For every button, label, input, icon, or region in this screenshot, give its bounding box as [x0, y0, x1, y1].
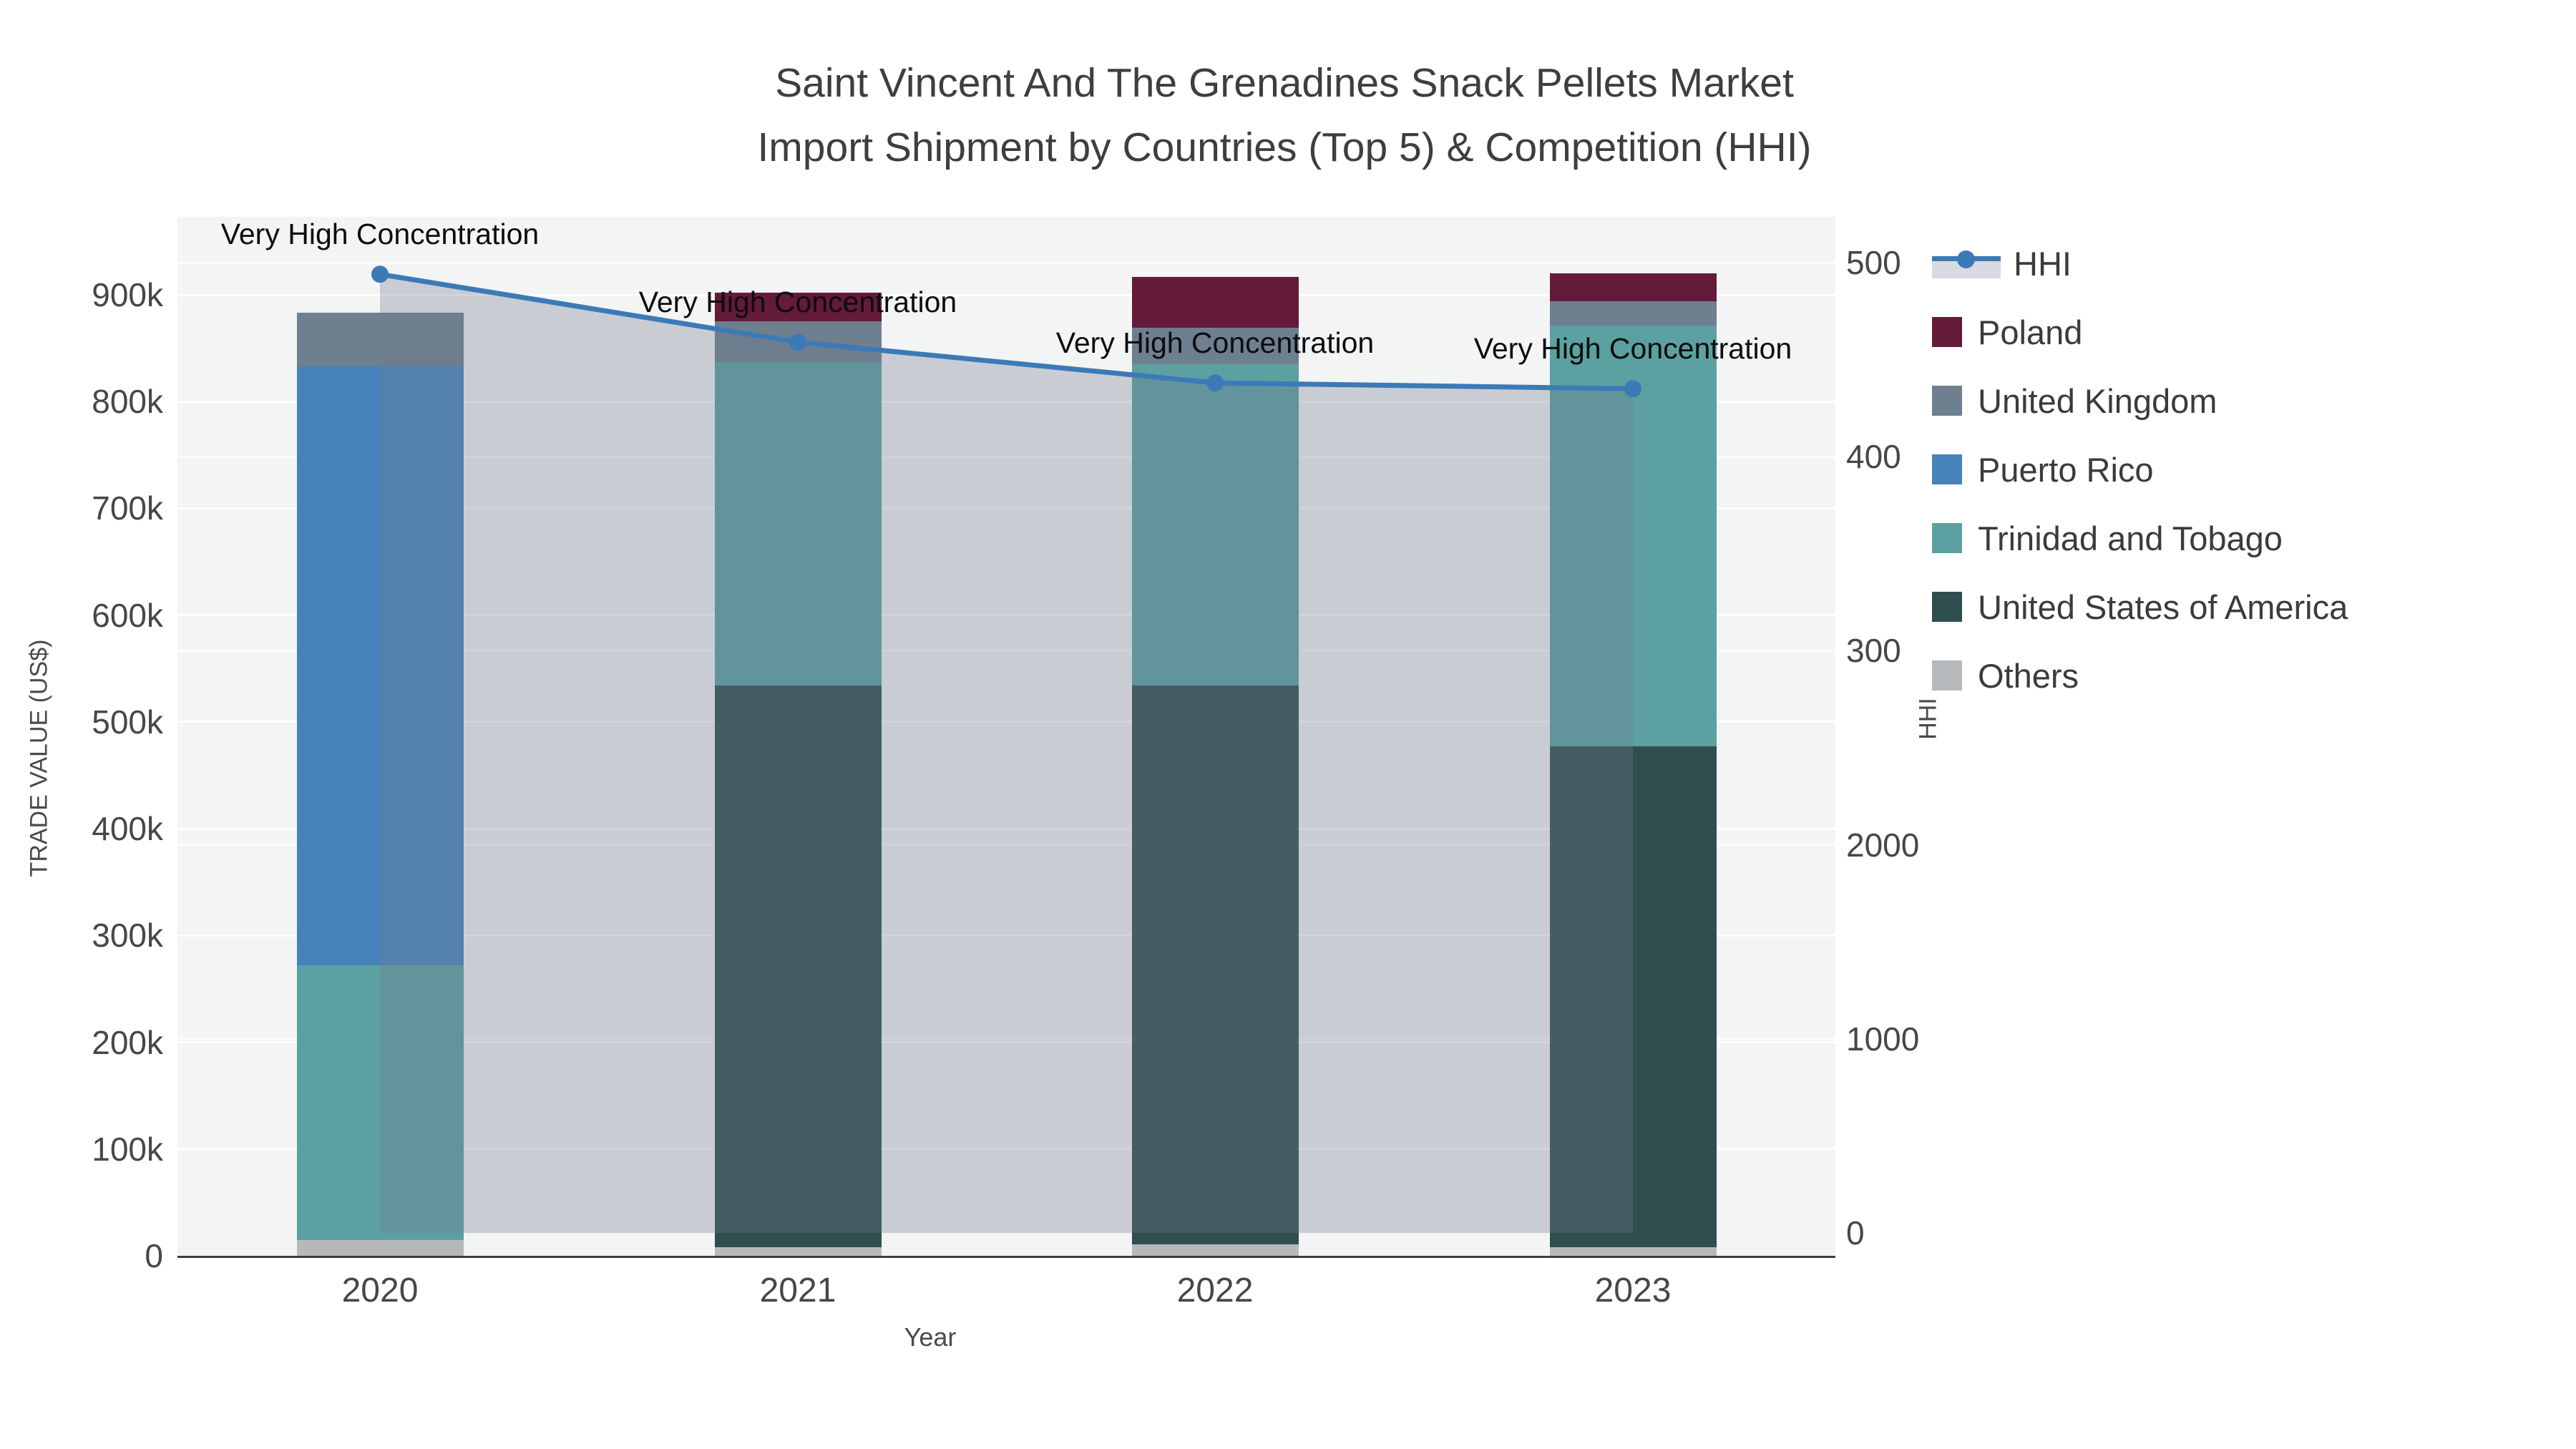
bar-segment-2021-others [714, 1247, 882, 1256]
gridline-left-300k [177, 934, 1835, 937]
legend-label: Poland [1978, 313, 2083, 351]
chart-title-line2: Import Shipment by Countries (Top 5) & C… [757, 125, 1812, 170]
left-tick-900k: 900k [92, 276, 163, 313]
x-tick-2020: 2020 [341, 1272, 419, 1309]
bar-segment-2020-others [296, 1239, 464, 1256]
legend-label: United Kingdom [1978, 381, 2218, 420]
left-tick-0: 0 [145, 1237, 163, 1274]
bar-segment-2021-poland [714, 293, 882, 322]
legend-label: HHI [2014, 244, 2072, 283]
legend: HHI Poland United Kingdom Puerto Rico Trinid… [1932, 229, 2348, 710]
right-tick-400: 400 [1846, 438, 1901, 476]
hhi-area-fill [380, 274, 1633, 1234]
bar-segment-2022-trinidad-and-tobago [1131, 364, 1299, 686]
gridline-left-700k [177, 507, 1835, 509]
bar-segment-2023-poland [1549, 273, 1717, 301]
hhi-line-icon [1932, 247, 2001, 280]
annotation-2023: Very High Concentration [1473, 332, 1792, 366]
bar-segment-2023-united-kingdom [1549, 301, 1717, 326]
gridline-left-600k [177, 614, 1835, 617]
legend-swatch-trinidad-and-tobago [1932, 523, 1962, 553]
hhi-line-layer [371, 265, 1641, 1234]
bar-segment-2020-trinidad-and-tobago [296, 965, 464, 1240]
legend-item-hhi[interactable]: HHI [1932, 229, 2348, 298]
left-tick-800k: 800k [92, 383, 163, 421]
chart-title-line1: Saint Vincent And The Grenadines Snack P… [775, 60, 1794, 106]
left-tick-200k: 200k [92, 1023, 163, 1061]
legend-item-puerto-rico[interactable]: Puerto Rico [1932, 435, 2348, 504]
hhi-marker-2023 [1624, 380, 1641, 398]
bar-segment-2023-others [1549, 1247, 1717, 1256]
bar-segment-2022-united-states-of-america [1131, 686, 1299, 1244]
right-tick-0: 0 [1846, 1214, 1865, 1252]
x-tick-2022: 2022 [1176, 1272, 1254, 1309]
gridline-left-200k [177, 1041, 1835, 1044]
hhi-line [379, 271, 1634, 391]
bar-segment-2020-united-kingdom [296, 313, 464, 366]
hhi-marker-2021 [789, 333, 806, 351]
legend-item-trinidad-and-tobago[interactable]: Trinidad and Tobago [1932, 504, 2348, 572]
plot-area: Very High Concentration Very High Concent… [177, 217, 1835, 1258]
gridline-right-500 [177, 261, 1835, 264]
left-tick-400k: 400k [92, 810, 163, 848]
bar-segment-2022-united-kingdom [1131, 328, 1299, 364]
legend-label: Puerto Rico [1978, 450, 2154, 489]
right-tick-2000: 2000 [1846, 826, 1920, 864]
hhi-marker-dot-icon [1957, 250, 1975, 268]
gridline-right-2000 [177, 844, 1835, 847]
gridline-right-300 [177, 649, 1835, 652]
gridline-left-100k [177, 1148, 1835, 1151]
bar-segment-2021-trinidad-and-tobago [714, 362, 882, 686]
gridline-right-1000 [177, 1038, 1835, 1040]
annotation-2022: Very High Concentration [1055, 326, 1375, 360]
legend-item-others[interactable]: Others [1932, 641, 2348, 710]
right-tick-1000: 1000 [1846, 1020, 1920, 1058]
bar-segment-2023-united-states-of-america [1549, 746, 1717, 1248]
bar-segment-2020-puerto-rico [296, 366, 464, 966]
legend-swatch-united-kingdom [1932, 386, 1962, 416]
gridline-left-400k [177, 827, 1835, 830]
bar-segment-2021-united-states-of-america [714, 686, 882, 1248]
gridline-left-800k [177, 400, 1835, 403]
x-tick-2021: 2021 [759, 1272, 836, 1309]
gridline-left-500k [177, 721, 1835, 723]
left-tick-300k: 300k [92, 917, 163, 955]
left-tick-100k: 100k [92, 1130, 163, 1168]
left-tick-600k: 600k [92, 596, 163, 634]
legend-item-poland[interactable]: Poland [1932, 298, 2348, 366]
bar-segment-2022-poland [1131, 276, 1299, 328]
bar-segment-2022-others [1131, 1244, 1299, 1256]
legend-swatch-united-states-of-america [1932, 592, 1962, 622]
left-axis-title: TRADE VALUE (US$) [25, 639, 53, 877]
x-tick-2023: 2023 [1594, 1272, 1672, 1309]
legend-label: Others [1978, 656, 2079, 695]
legend-item-united-states-of-america[interactable]: United States of America [1932, 572, 2348, 641]
legend-swatch-puerto-rico [1932, 454, 1962, 484]
right-tick-500: 500 [1846, 244, 1901, 281]
gridline-left-900k [177, 293, 1835, 296]
gridline-right-400 [177, 455, 1835, 458]
legend-swatch-poland [1932, 317, 1962, 347]
legend-label: United States of America [1978, 587, 2348, 626]
hhi-marker-2020 [371, 265, 389, 283]
legend-item-united-kingdom[interactable]: United Kingdom [1932, 366, 2348, 435]
x-axis-title: Year [904, 1322, 957, 1352]
annotation-2020: Very High Concentration [220, 218, 540, 251]
right-tick-300: 300 [1846, 632, 1901, 670]
left-tick-500k: 500k [92, 703, 163, 741]
left-tick-700k: 700k [92, 489, 163, 527]
legend-label: Trinidad and Tobago [1978, 519, 2283, 557]
annotation-2021: Very High Concentration [638, 286, 957, 319]
hhi-marker-2022 [1206, 374, 1224, 392]
legend-swatch-others [1932, 660, 1962, 691]
